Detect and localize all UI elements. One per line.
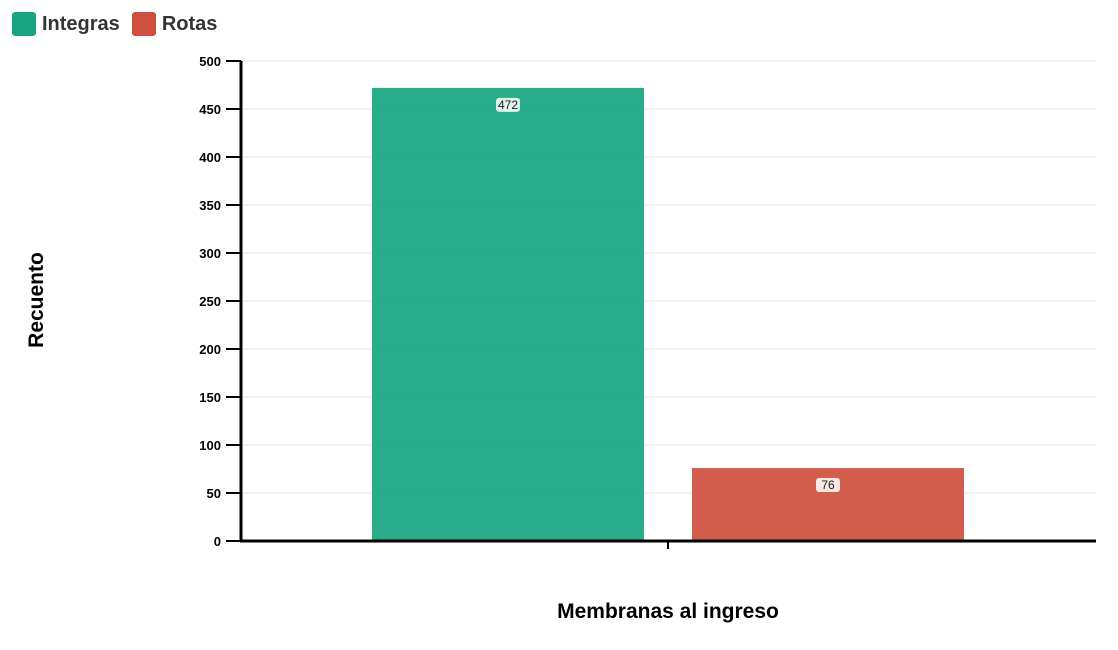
legend-label-integras: Integras — [42, 12, 120, 35]
axes — [239, 61, 1096, 549]
legend: Integras Rotas — [12, 12, 229, 36]
bar-integras — [372, 87, 644, 541]
data-label-background — [816, 478, 840, 493]
y-tick-label: 0 — [214, 534, 221, 549]
legend-swatch-rotas — [131, 12, 156, 36]
y-tick-label: 150 — [199, 390, 221, 405]
x-axis-title: Membranas al ingreso — [557, 600, 779, 623]
legend-swatch-integras — [12, 12, 36, 36]
y-tick-label: 250 — [199, 294, 221, 309]
bars — [372, 87, 964, 541]
y-axis-ticks: 0 50 100 150 200 250 300 350 400 450 500 — [199, 54, 241, 549]
data-label-integras: 472 — [498, 98, 518, 112]
data-labels: 472 76 — [496, 97, 840, 493]
y-tick-label: 400 — [199, 150, 221, 165]
y-axis-title: Recuento — [25, 252, 48, 348]
y-tick-label: 500 — [199, 54, 221, 69]
gridlines — [241, 60, 1096, 494]
legend-label-rotas: Rotas — [161, 12, 218, 35]
data-label-rotas: 76 — [821, 478, 835, 492]
y-tick-label: 450 — [199, 102, 221, 117]
data-label-background — [496, 97, 520, 112]
legend-item-rotas[interactable]: Rotas — [131, 12, 218, 36]
y-tick-label: 300 — [199, 246, 221, 261]
y-tick-label: 350 — [199, 198, 221, 213]
legend-item-integras[interactable]: Integras — [12, 12, 120, 36]
y-tick-label: 100 — [199, 438, 221, 453]
y-tick-label: 50 — [207, 486, 221, 501]
y-tick-label: 200 — [199, 342, 221, 357]
